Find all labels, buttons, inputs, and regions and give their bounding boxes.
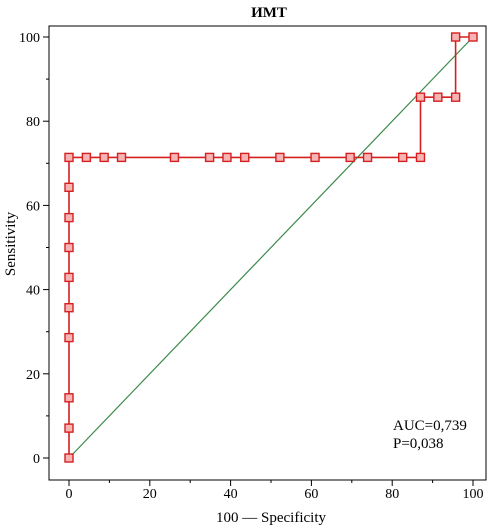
y-axis-label: Sensitivity bbox=[3, 211, 19, 276]
x-axis: 0 20 40 60 80 100 bbox=[66, 480, 484, 502]
x-tick-label: 100 bbox=[463, 487, 484, 502]
roc-point-marker bbox=[310, 152, 320, 163]
roc-point-marker bbox=[64, 152, 74, 163]
roc-point-marker bbox=[99, 152, 109, 163]
y-tick-label: 100 bbox=[19, 31, 40, 46]
roc-point-marker bbox=[64, 272, 74, 283]
roc-curve-layer bbox=[68, 36, 473, 458]
roc-point-marker bbox=[222, 152, 232, 163]
y-tick-label: 80 bbox=[26, 115, 40, 130]
y-tick-label: 0 bbox=[33, 452, 40, 467]
chart-title: ИМТ bbox=[251, 5, 287, 21]
plot-frame bbox=[48, 25, 487, 481]
reference-line-layer bbox=[68, 36, 474, 459]
roc-point-marker bbox=[468, 32, 478, 42]
roc-point-marker bbox=[81, 152, 92, 163]
auc-annotation: AUC=0,739 bbox=[393, 418, 467, 434]
roc-point-marker bbox=[345, 152, 355, 163]
roc-point-marker bbox=[64, 423, 74, 433]
y-tick-label: 60 bbox=[26, 199, 40, 214]
x-tick-label: 80 bbox=[385, 487, 399, 502]
x-axis-label: 100 — Specificity bbox=[216, 510, 326, 526]
roc-point-marker bbox=[415, 152, 426, 163]
roc-point-marker bbox=[64, 212, 74, 223]
reference-diagonal-line bbox=[68, 36, 474, 459]
roc-point-marker bbox=[433, 92, 443, 102]
roc-point-marker bbox=[362, 152, 373, 163]
roc-curve-line bbox=[68, 36, 473, 458]
roc-point-marker bbox=[450, 92, 461, 102]
roc-point-marker bbox=[415, 92, 426, 102]
roc-point-marker bbox=[450, 32, 461, 42]
p-value-annotation: P=0,038 bbox=[393, 436, 444, 452]
roc-point-marker bbox=[64, 303, 74, 313]
x-tick-label: 20 bbox=[143, 487, 157, 502]
roc-point-marker bbox=[240, 152, 250, 163]
x-tick-label: 0 bbox=[66, 487, 73, 502]
x-tick-label: 40 bbox=[224, 487, 238, 502]
y-axis: 0 20 40 60 80 100 bbox=[19, 31, 49, 467]
roc-point-marker bbox=[64, 332, 74, 343]
roc-point-marker bbox=[398, 152, 408, 163]
roc-point-marker bbox=[275, 152, 285, 163]
roc-point-marker bbox=[116, 152, 127, 163]
roc-point-marker bbox=[64, 393, 74, 403]
roc-point-marker bbox=[64, 453, 74, 463]
roc-marker-layer bbox=[64, 32, 478, 463]
roc-point-marker bbox=[204, 152, 215, 163]
y-tick-label: 40 bbox=[26, 284, 40, 299]
y-tick-label: 20 bbox=[26, 368, 40, 383]
roc-point-marker bbox=[64, 182, 74, 192]
roc-point-marker bbox=[64, 242, 74, 253]
x-tick-label: 60 bbox=[304, 487, 318, 502]
roc-point-marker bbox=[169, 152, 180, 163]
